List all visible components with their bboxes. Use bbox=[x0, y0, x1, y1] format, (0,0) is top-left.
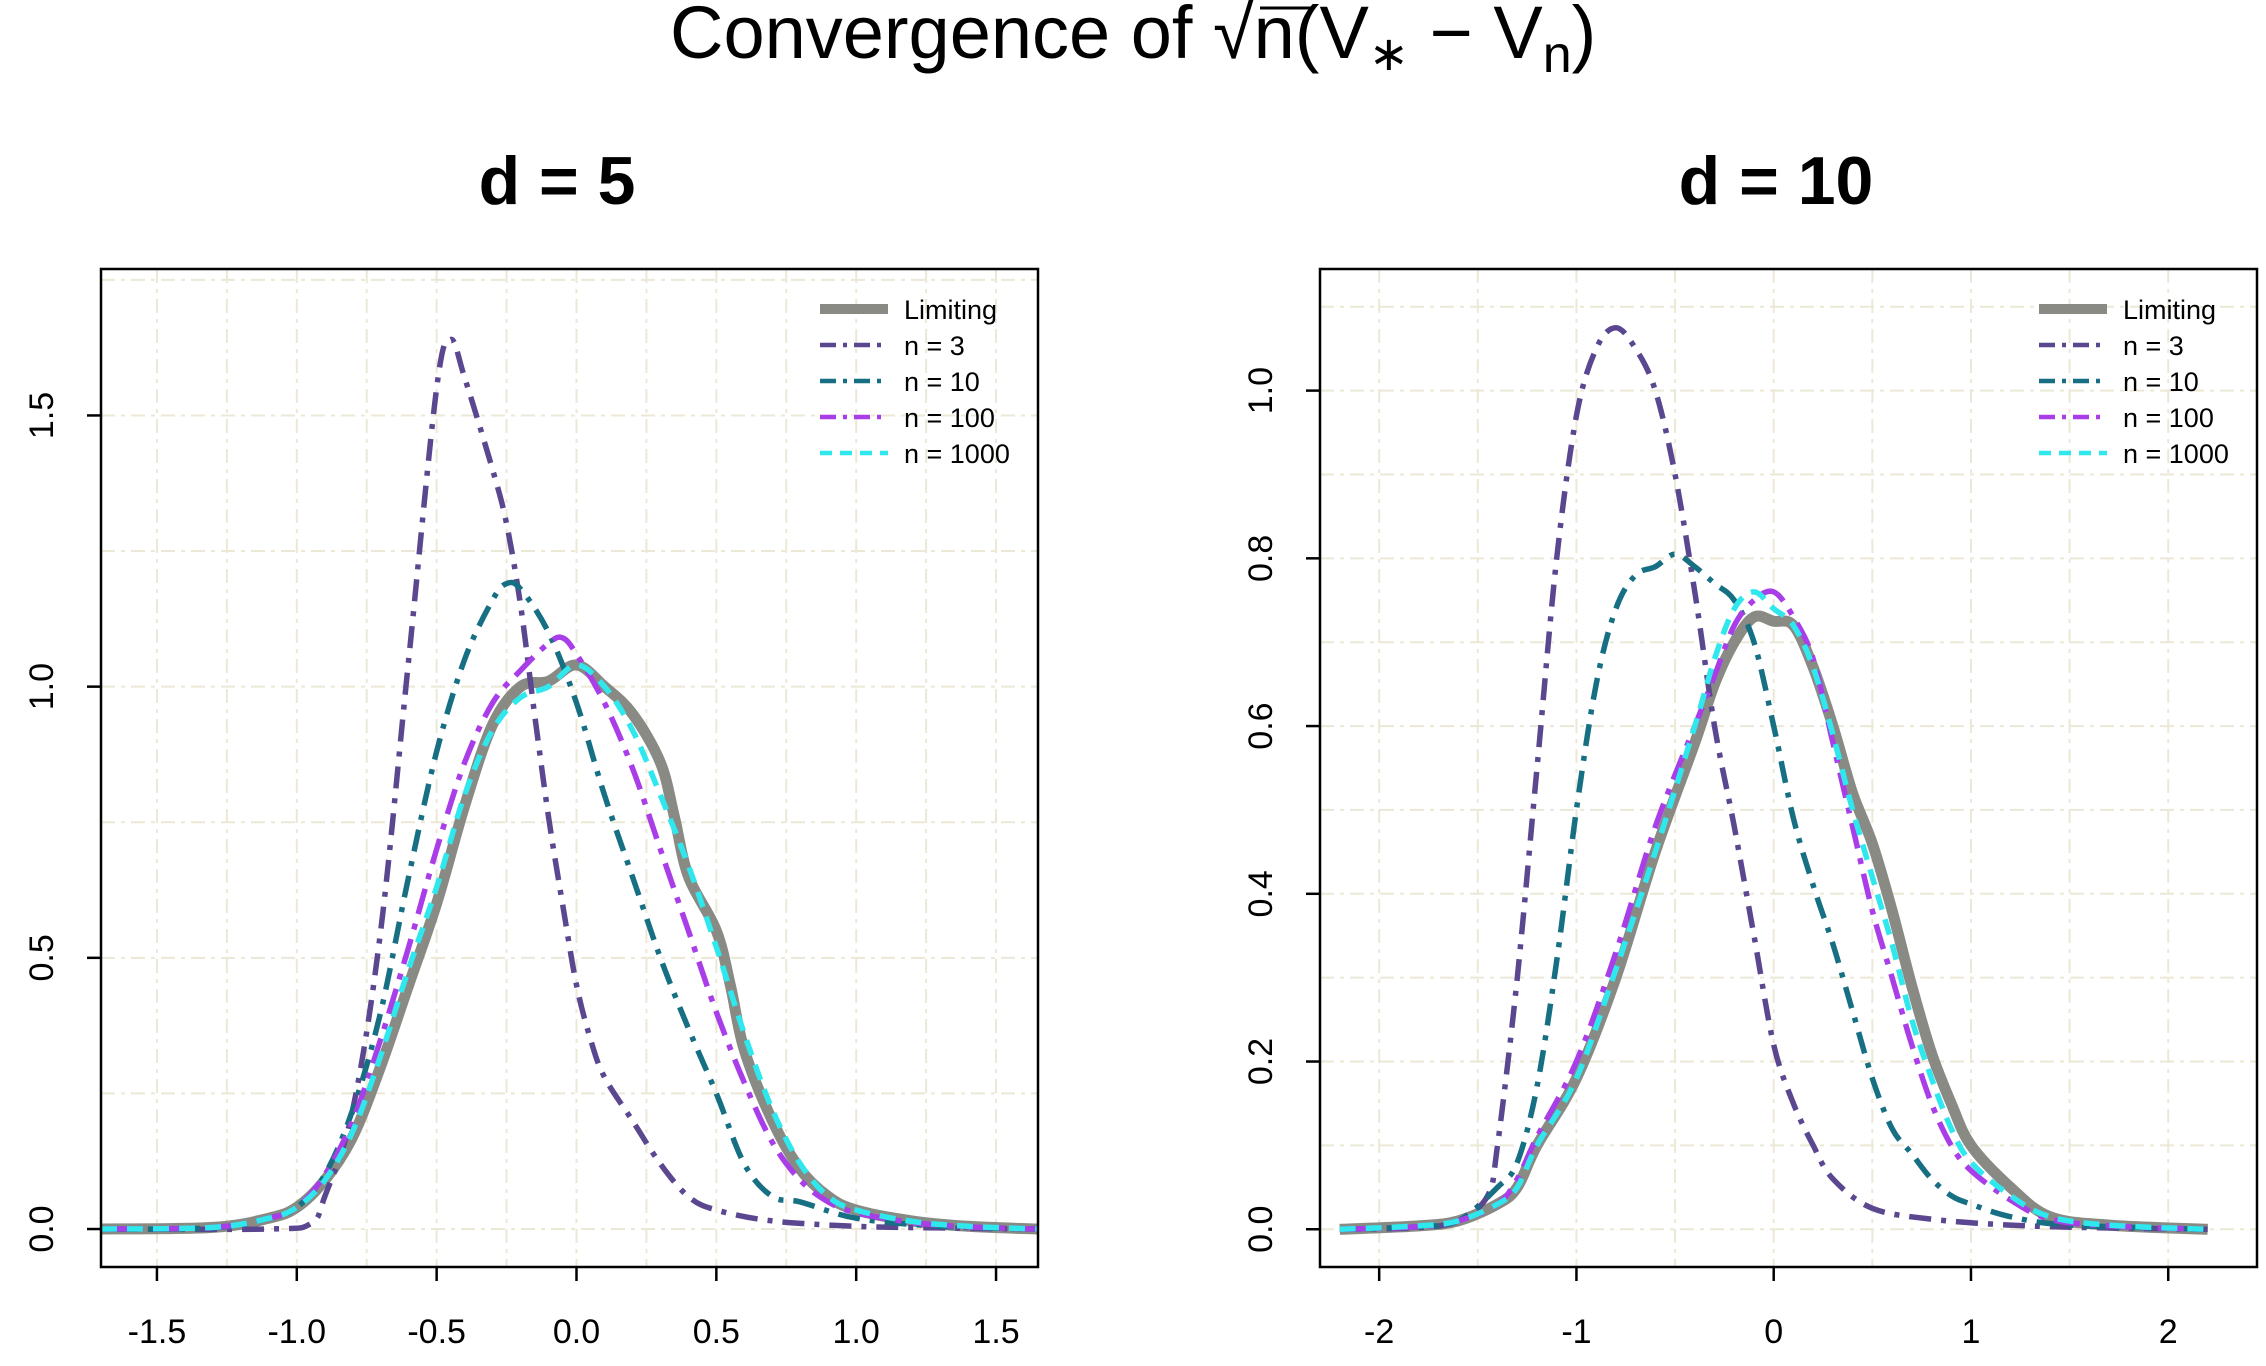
legend-label-n-10: n = 10 bbox=[904, 367, 980, 397]
legend-label-n-100: n = 100 bbox=[2123, 403, 2214, 433]
legend-label-n-1000: n = 1000 bbox=[2123, 439, 2229, 469]
y-axis: 0.0 0.5 1.0 1.5 bbox=[23, 392, 101, 1253]
y-tick-label: 1.5 bbox=[23, 392, 61, 439]
title-sqrt-symbol: √ bbox=[1213, 0, 1254, 74]
y-tick-label: 1.0 bbox=[23, 663, 61, 710]
plot-frame bbox=[1318, 267, 2259, 1269]
panel-title: d = 5 bbox=[479, 143, 636, 219]
legend-label-n-1000: n = 1000 bbox=[904, 439, 1010, 469]
x-tick-label: -0.5 bbox=[407, 1313, 466, 1351]
y-axis: 0.0 0.2 0.4 0.6 0.8 1.0 bbox=[1242, 367, 1320, 1253]
x-tick-label: 1.0 bbox=[833, 1313, 880, 1351]
x-tick-label: 0.5 bbox=[693, 1313, 740, 1351]
series-line-limiting bbox=[100, 659, 1039, 1235]
legend-label-n-3: n = 3 bbox=[2123, 331, 2184, 361]
title-subscript: n bbox=[1543, 26, 1572, 84]
y-tick-label: 0.0 bbox=[1242, 1206, 1280, 1253]
x-tick-label: 1 bbox=[1962, 1313, 1981, 1351]
x-tick-label: -1.0 bbox=[267, 1313, 326, 1351]
series-line-n-1000 bbox=[1339, 589, 2208, 1233]
series-line-n-1000 bbox=[100, 662, 1039, 1232]
y-tick-label: 0.4 bbox=[1242, 870, 1280, 917]
series-line-n-3 bbox=[1339, 324, 2208, 1233]
series-line-n-10 bbox=[1339, 551, 2208, 1233]
legend-label-limiting: Limiting bbox=[904, 295, 997, 325]
title-close-paren: ) bbox=[1572, 0, 1597, 74]
curves bbox=[1339, 324, 2208, 1235]
x-axis: -2 -1 0 1 2 bbox=[1364, 1267, 2178, 1351]
legend-label-n-10: n = 10 bbox=[2123, 367, 2199, 397]
y-tick-label: 0.5 bbox=[23, 934, 61, 981]
panel-title: d = 10 bbox=[1679, 143, 1874, 219]
x-tick-label: -1.5 bbox=[128, 1313, 187, 1351]
x-tick-label: -2 bbox=[1364, 1313, 1394, 1351]
gridlines bbox=[1320, 269, 2257, 1267]
y-tick-label: 0.6 bbox=[1242, 702, 1280, 749]
curves bbox=[100, 336, 1039, 1235]
plot-frame bbox=[99, 267, 1040, 1269]
panel-d10: d = 10 -2 -1 0 1 2 0.0 0.2 0.4 0.6 0.8 1.0 Limiti… bbox=[1242, 143, 2259, 1351]
y-tick-label: 0.0 bbox=[23, 1205, 61, 1252]
x-tick-label: 0.0 bbox=[553, 1313, 600, 1351]
y-tick-label: 0.8 bbox=[1242, 535, 1280, 582]
y-tick-label: 1.0 bbox=[1242, 367, 1280, 414]
series-line-n-10 bbox=[100, 579, 1039, 1232]
title-prefix: Convergence of bbox=[670, 0, 1213, 74]
title-star: ∗ bbox=[1369, 28, 1409, 81]
x-axis: -1.5 -1.0 -0.5 0.0 0.5 1.0 1.5 bbox=[128, 1267, 1020, 1351]
series-line-n-100 bbox=[1339, 588, 2208, 1233]
y-tick-label: 0.2 bbox=[1242, 1038, 1280, 1085]
title-radicand: n bbox=[1254, 0, 1295, 74]
legend-label-n-100: n = 100 bbox=[904, 403, 995, 433]
legend-label-n-3: n = 3 bbox=[904, 331, 965, 361]
x-tick-label: 1.5 bbox=[972, 1313, 1019, 1351]
x-tick-label: 0 bbox=[1764, 1313, 1783, 1351]
panel-d5: d = 5 -1.5 -1.0 -0.5 0.0 0.5 1.0 1.5 0.0 0.5 1.0… bbox=[23, 143, 1040, 1351]
figure-title: Convergence of √n(V∗ − Vn) bbox=[670, 0, 1596, 84]
series-line-n-100 bbox=[100, 634, 1039, 1232]
x-tick-label: -1 bbox=[1561, 1313, 1591, 1351]
legend-label-limiting: Limiting bbox=[2123, 295, 2216, 325]
legend: Limiting n = 3 n = 10 n = 100 n = 1000 bbox=[2039, 295, 2229, 469]
legend: Limiting n = 3 n = 10 n = 100 n = 1000 bbox=[820, 295, 1010, 469]
title-open-paren: (V bbox=[1295, 0, 1370, 74]
x-tick-label: 2 bbox=[2159, 1313, 2178, 1351]
series-line-n-3 bbox=[100, 336, 1039, 1233]
title-minus: − V bbox=[1409, 0, 1543, 74]
gridlines bbox=[101, 269, 1038, 1267]
